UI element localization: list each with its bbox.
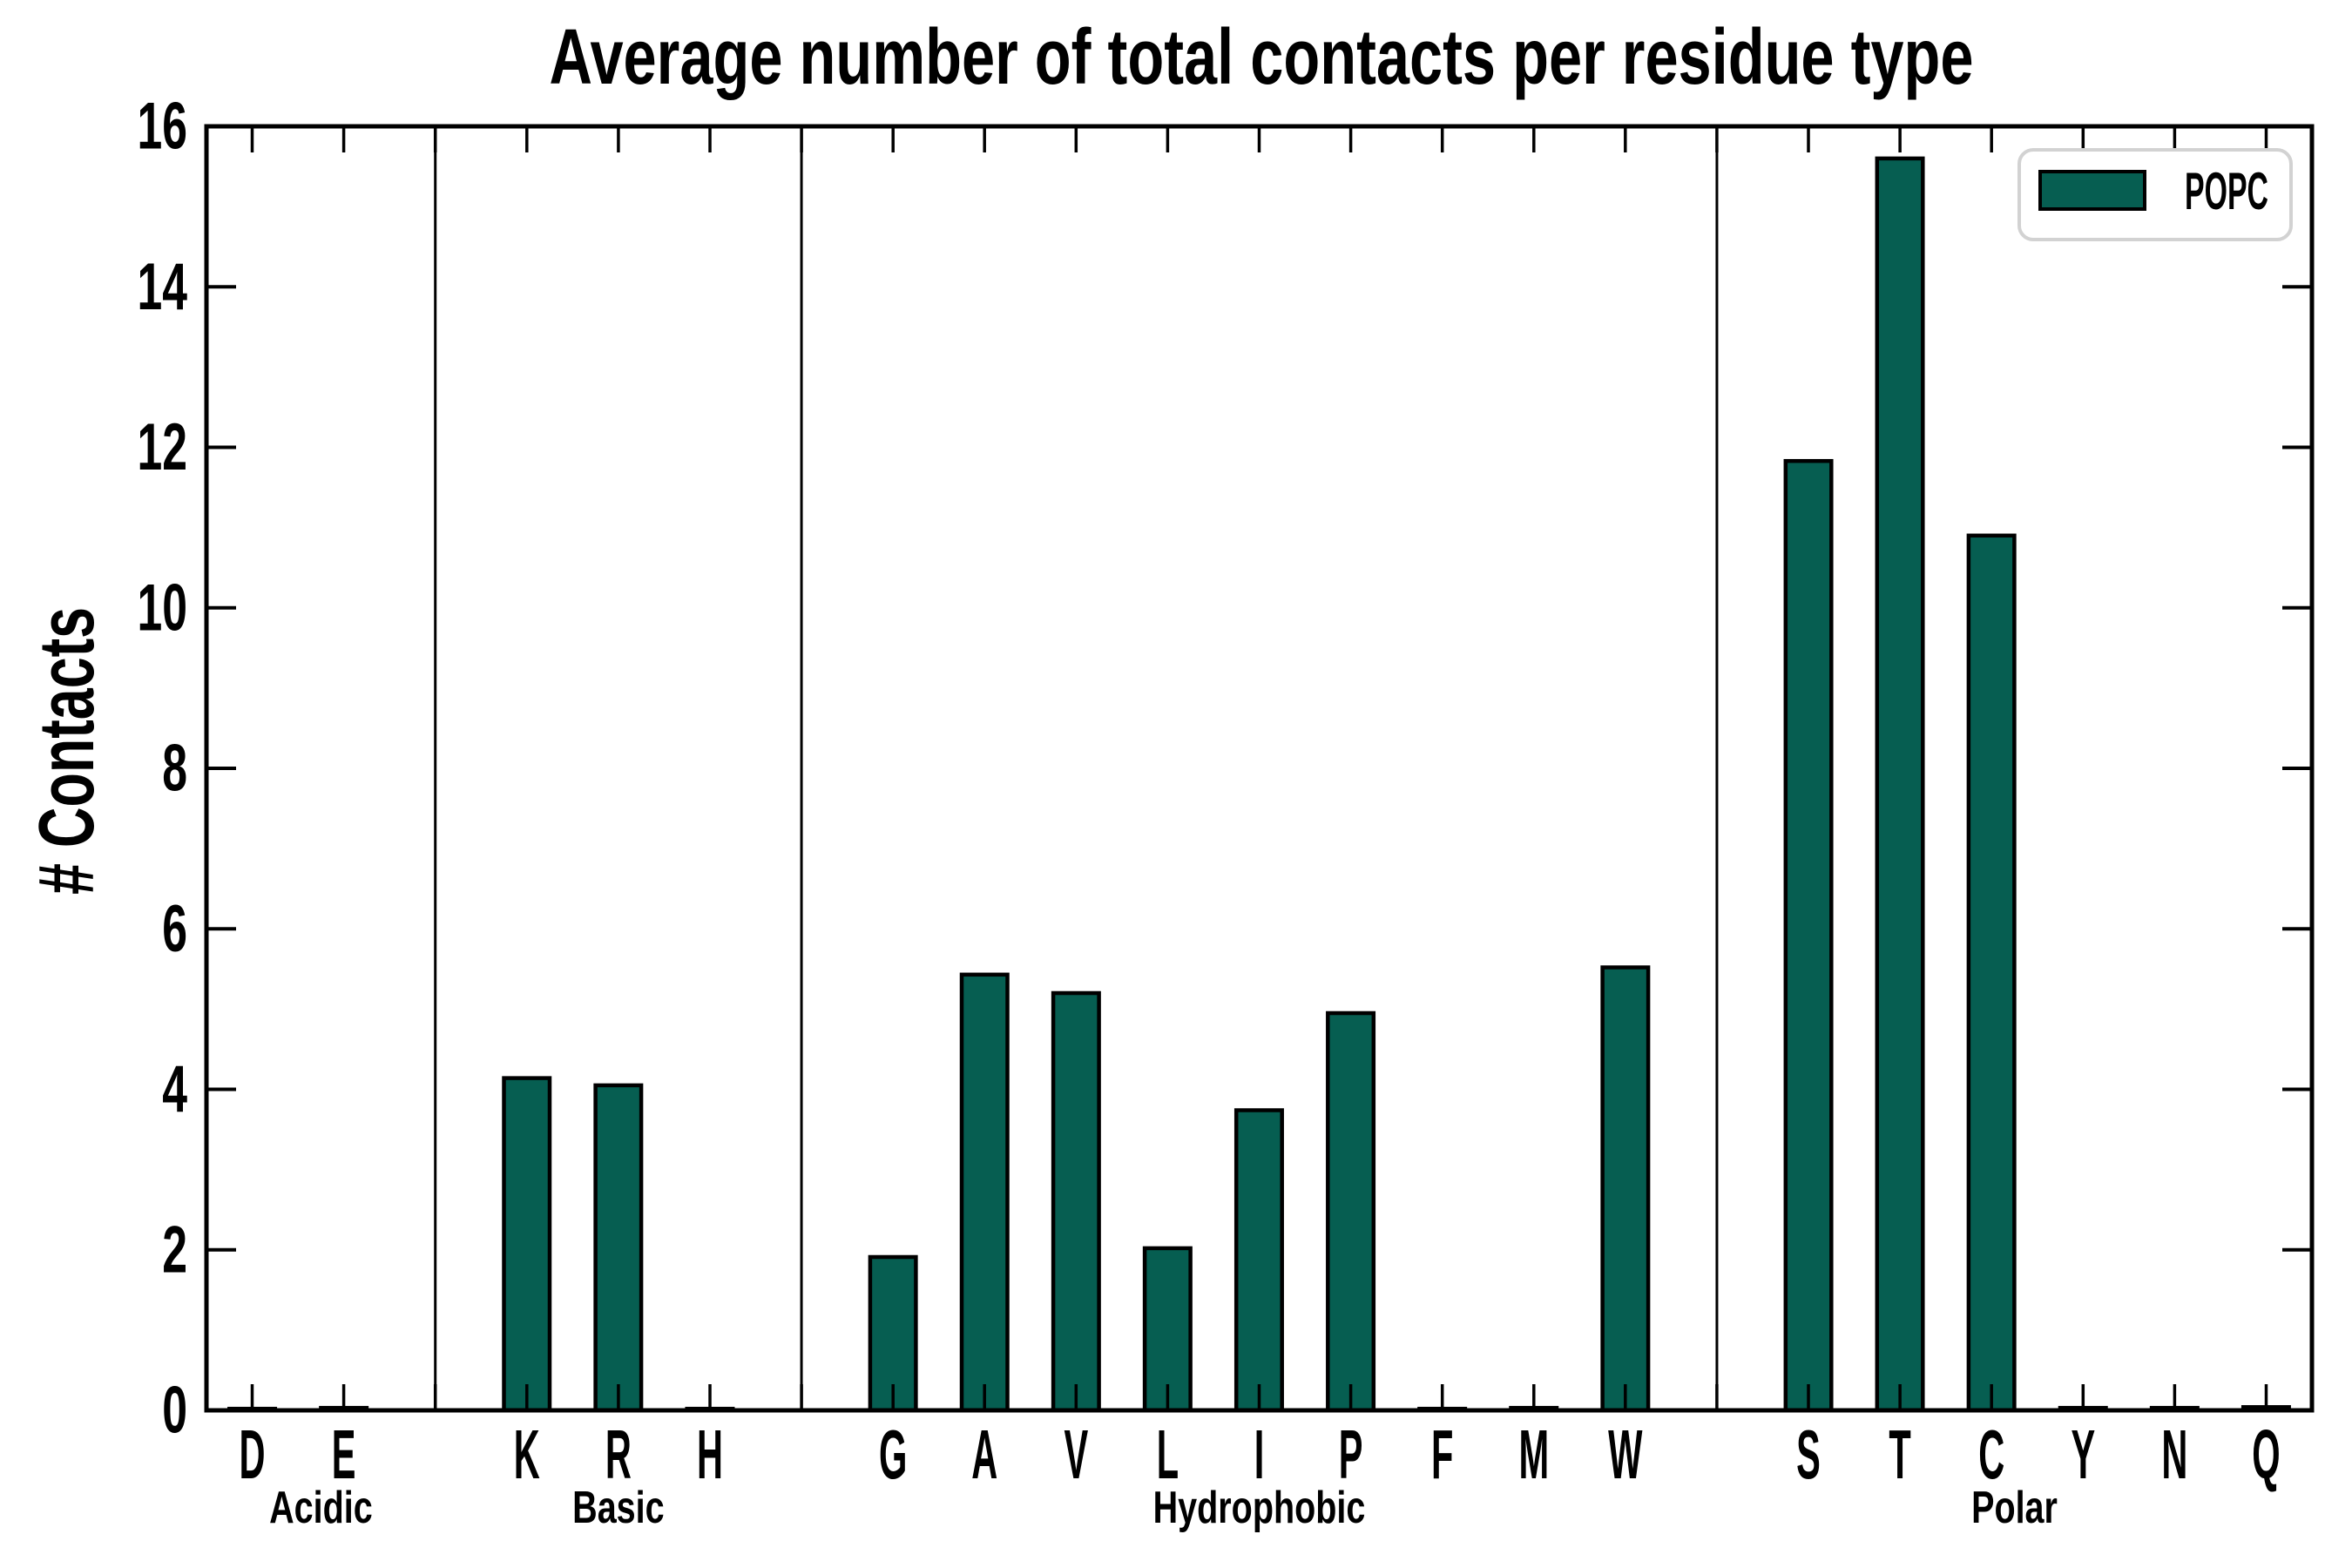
bar-W xyxy=(1600,965,1651,1413)
y-tick-label-16: 16 xyxy=(138,90,188,164)
x-label-P: P xyxy=(1339,1416,1363,1493)
y-tick-labels: 0 2 4 6 8 10 12 14 16 xyxy=(138,90,188,1448)
x-label-M: M xyxy=(1518,1416,1549,1493)
y-tick-label-6: 6 xyxy=(162,892,187,966)
x-label-S: S xyxy=(1796,1416,1821,1493)
x-label-Y: Y xyxy=(2071,1416,2095,1493)
plot-frame xyxy=(204,124,2315,1413)
bar-S xyxy=(1783,458,1834,1413)
x-label-L: L xyxy=(1157,1416,1179,1493)
bar-R xyxy=(593,1083,644,1413)
y-tick-label-10: 10 xyxy=(138,571,188,645)
x-label-W: W xyxy=(1608,1416,1643,1493)
bar-A xyxy=(959,972,1010,1413)
legend-label: POPC xyxy=(2185,162,2268,220)
x-label-C: C xyxy=(1978,1416,2004,1493)
x-label-K: K xyxy=(514,1416,540,1493)
group-label-polar: Polar xyxy=(1971,1483,2058,1533)
x-group-labels: Acidic Basic Hydrophobic Polar xyxy=(269,1483,2058,1533)
x-label-F: F xyxy=(1431,1416,1453,1493)
chart-title: Average number of total contacts per res… xyxy=(550,14,1974,101)
x-label-G: G xyxy=(879,1416,907,1493)
x-label-V: V xyxy=(1064,1416,1088,1493)
x-label-T: T xyxy=(1889,1416,1910,1493)
x-label-N: N xyxy=(2161,1416,2187,1493)
bar-K xyxy=(502,1076,552,1413)
legend: POPC xyxy=(2017,148,2293,241)
legend-swatch xyxy=(2038,170,2146,211)
group-label-hydrophobic: Hydrophobic xyxy=(1153,1483,1366,1533)
x-label-Q: Q xyxy=(2252,1416,2280,1493)
group-separator-lines xyxy=(434,126,1719,1410)
y-axis-label: # Contacts xyxy=(24,607,111,895)
x-label-A: A xyxy=(971,1416,997,1493)
x-label-D: D xyxy=(240,1416,266,1493)
group-label-basic: Basic xyxy=(572,1483,665,1533)
x-label-H: H xyxy=(697,1416,723,1493)
y-tick-label-2: 2 xyxy=(162,1213,187,1287)
y-tick-label-0: 0 xyxy=(162,1374,187,1448)
x-label-I: I xyxy=(1254,1416,1265,1493)
x-label-E: E xyxy=(332,1416,356,1493)
bar-T xyxy=(1875,156,1925,1413)
y-tick-label-8: 8 xyxy=(162,732,187,806)
group-label-acidic: Acidic xyxy=(269,1483,373,1533)
y-tick-label-14: 14 xyxy=(138,250,188,324)
bar-I xyxy=(1233,1108,1284,1413)
bars xyxy=(227,156,2291,1413)
y-tick-label-4: 4 xyxy=(162,1052,187,1126)
bar-P xyxy=(1326,1010,1376,1413)
bar-V xyxy=(1051,990,1101,1413)
bar-C xyxy=(1966,533,2017,1413)
y-tick-label-12: 12 xyxy=(138,410,188,484)
x-label-R: R xyxy=(605,1416,632,1493)
